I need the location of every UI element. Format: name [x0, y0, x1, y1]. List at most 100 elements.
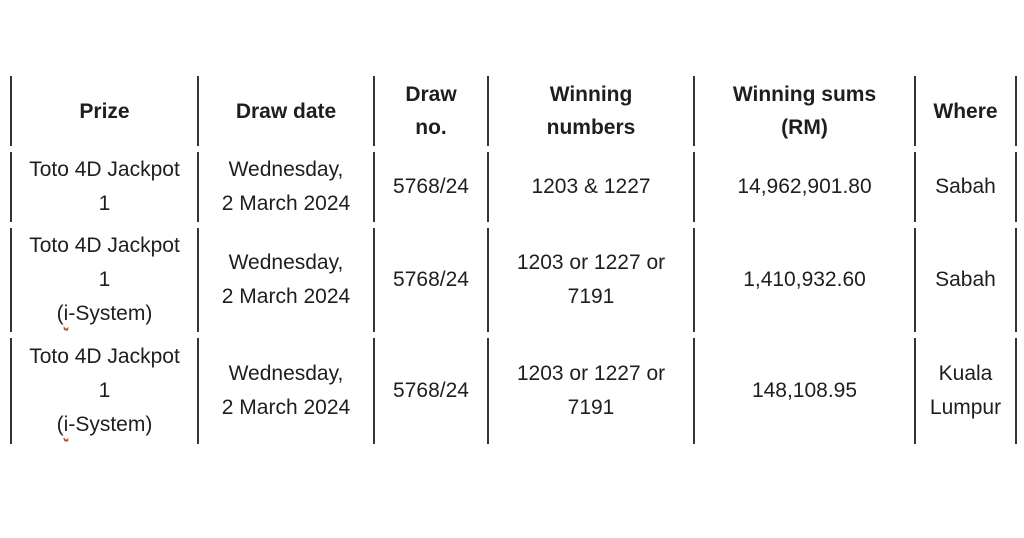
column-header-winning_numbers: Winning numbers [487, 76, 693, 146]
text-segment: Where [933, 99, 998, 123]
row-2-cell-prize: Toto 4D Jackpot 1 (i-System) [10, 228, 197, 332]
cell-text-line: Toto 4D Jackpot [29, 229, 180, 263]
row-1-cell-prize: Toto 4D Jackpot 1 [10, 152, 197, 222]
text-segment: 2 March 2024 [221, 192, 351, 215]
cell-text-line: Wednesday, [229, 357, 344, 391]
header-label-line: no. [415, 111, 447, 144]
spellcheck-squiggle-text: i [63, 302, 69, 325]
cell-text-line: (i-System) [57, 297, 153, 331]
text-segment: Winning sums [732, 83, 877, 106]
text-segment: ( [56, 302, 64, 325]
cell-text-line: 5768/24 [393, 374, 469, 408]
cell-text-line: Sabah [935, 170, 996, 204]
cell-text-line: 1,410,932.60 [743, 263, 866, 297]
row-1-cell-winning_numbers: 1203 & 1227 [487, 152, 693, 222]
text-segment: 14,962,901.80 [737, 175, 872, 198]
column-header-draw_date: Draw date [197, 76, 373, 146]
cell-text-line: 5768/24 [393, 263, 469, 297]
cell-text-line: 1203 or 1227 or [517, 357, 665, 391]
header-label-line: Winning sums [733, 78, 876, 111]
text-segment: 148,108.95 [751, 379, 858, 402]
column-header-prize: Prize [10, 76, 197, 146]
cell-text-line: 14,962,901.80 [737, 170, 871, 204]
text-segment: Wednesday, [228, 158, 344, 181]
row-3-cell-where: Kuala Lumpur [914, 338, 1017, 444]
cell-text-line: 7191 [568, 280, 615, 314]
text-segment: ( [56, 413, 64, 436]
text-segment: 5768/24 [393, 175, 469, 198]
text-segment: 2 March 2024 [221, 396, 351, 419]
text-segment: 1203 & 1227 [531, 175, 651, 198]
row-2-cell-where: Sabah [914, 228, 1017, 332]
cell-text-line: Wednesday, [229, 246, 344, 280]
text-segment: 1 [98, 268, 111, 291]
cell-text-line: Toto 4D Jackpot [29, 153, 180, 187]
row-3-cell-draw_no: 5768/24 [373, 338, 487, 444]
text-segment: 1,410,932.60 [743, 268, 866, 291]
cell-text-line: Kuala [939, 357, 993, 391]
text-segment: -System) [68, 302, 153, 325]
text-segment: no. [415, 116, 447, 139]
text-segment: Winning [549, 83, 633, 106]
text-segment: Toto 4D Jackpot [29, 158, 180, 181]
row-1-cell-where: Sabah [914, 152, 1017, 222]
column-header-draw_no: Draw no. [373, 76, 487, 146]
text-segment: Prize [79, 99, 130, 123]
cell-text-line: 1 [99, 374, 111, 408]
header-label-line: (RM) [781, 111, 828, 144]
header-label-line: Winning [550, 78, 633, 111]
cell-text-line: Sabah [935, 263, 996, 297]
cell-text-line: 7191 [568, 391, 615, 425]
row-2-cell-draw_date: Wednesday, 2 March 2024 [197, 228, 373, 332]
text-segment: numbers [546, 116, 636, 139]
text-segment: Toto 4D Jackpot [29, 345, 180, 368]
text-segment: 7191 [567, 285, 615, 308]
cell-text-line: 2 March 2024 [222, 280, 350, 314]
text-segment: 1203 or 1227 or [516, 251, 666, 274]
text-segment: 1 [98, 379, 111, 402]
header-label-line: Where [933, 95, 997, 128]
column-header-winning_sums: Winning sums (RM) [693, 76, 914, 146]
header-label-line: Draw [405, 78, 456, 111]
cell-text-line: 2 March 2024 [222, 391, 350, 425]
text-segment: 1203 or 1227 or [516, 362, 666, 385]
text-segment: 5768/24 [393, 268, 469, 291]
row-3-cell-prize: Toto 4D Jackpot 1 (i-System) [10, 338, 197, 444]
cell-text-line: 1203 & 1227 [531, 170, 650, 204]
cell-text-line: Toto 4D Jackpot [29, 340, 180, 374]
cell-text-line: 5768/24 [393, 170, 469, 204]
row-3-cell-winning_numbers: 1203 or 1227 or 7191 [487, 338, 693, 444]
text-segment: Sabah [935, 175, 996, 198]
lottery-results-table: Prize Draw date Draw no. Winning numbers Winni… [10, 76, 1017, 444]
header-label-line: Draw date [236, 95, 336, 128]
cell-text-line: 1 [99, 263, 111, 297]
row-1-cell-draw_date: Wednesday, 2 March 2024 [197, 152, 373, 222]
spellcheck-squiggle-text: i [63, 413, 69, 436]
text-segment: Draw [405, 83, 457, 106]
text-segment: 2 March 2024 [221, 285, 351, 308]
text-segment: (RM) [781, 116, 828, 139]
row-1-cell-winning_sums: 14,962,901.80 [693, 152, 914, 222]
row-3-cell-draw_date: Wednesday, 2 March 2024 [197, 338, 373, 444]
text-segment: Lumpur [929, 396, 1002, 419]
row-2-cell-winning_sums: 1,410,932.60 [693, 228, 914, 332]
row-2-cell-draw_no: 5768/24 [373, 228, 487, 332]
text-segment: 1 [98, 192, 111, 215]
cell-text-line: 1203 or 1227 or [517, 246, 665, 280]
text-segment: 5768/24 [393, 379, 469, 402]
text-segment: Kuala [938, 362, 993, 385]
text-segment: Toto 4D Jackpot [29, 234, 180, 257]
text-segment: Sabah [935, 268, 996, 291]
cell-text-line: Wednesday, [229, 153, 344, 187]
cell-text-line: (i-System) [57, 408, 153, 442]
row-1-cell-draw_no: 5768/24 [373, 152, 487, 222]
cell-text-line: 2 March 2024 [222, 187, 350, 221]
text-segment: Draw date [235, 99, 337, 123]
cell-text-line: 1 [99, 187, 111, 221]
header-label-line: numbers [547, 111, 636, 144]
cell-text-line: Lumpur [930, 391, 1001, 425]
text-segment: Wednesday, [228, 362, 344, 385]
text-segment: Wednesday, [228, 251, 344, 274]
text-segment: -System) [68, 413, 153, 436]
